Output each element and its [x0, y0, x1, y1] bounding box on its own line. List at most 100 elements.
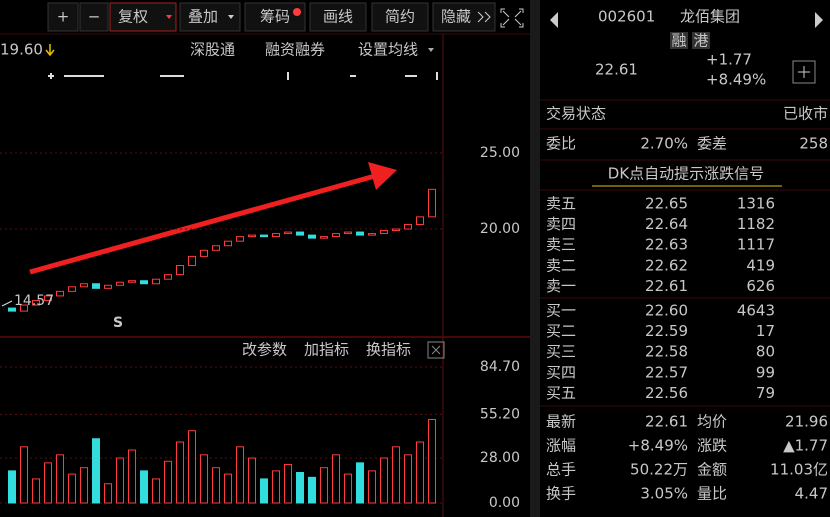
volume-bar — [272, 470, 280, 504]
dropdown-caret[interactable] — [428, 48, 434, 52]
stat-value: +8.49% — [628, 437, 688, 455]
trend-arrow — [29, 173, 376, 275]
toolbar-button[interactable] — [109, 2, 177, 32]
toolbar-button[interactable] — [432, 2, 496, 32]
candle — [92, 283, 100, 289]
candle — [20, 304, 28, 312]
volume-bar — [164, 460, 172, 504]
stat-label: 涨幅 — [546, 437, 576, 455]
volume-bar — [32, 478, 40, 504]
volume-bar — [212, 467, 220, 504]
book-volume: 419 — [746, 256, 775, 274]
book-price: 22.65 — [645, 195, 688, 213]
book-price: 22.60 — [645, 302, 688, 320]
book-price: 22.57 — [645, 363, 688, 381]
dropdown-caret[interactable] — [166, 15, 172, 19]
candle — [140, 280, 148, 285]
candle — [68, 286, 76, 292]
volume-bar — [200, 454, 208, 504]
chart-link[interactable]: 设置均线 — [358, 41, 418, 59]
toolbar-label[interactable]: 隐藏 — [441, 8, 471, 26]
low-label: 14.57 — [14, 293, 54, 309]
add-icon[interactable] — [798, 66, 810, 78]
book-volume: 1316 — [737, 195, 775, 213]
candle — [404, 223, 412, 230]
stat-value: 11.03亿 — [770, 461, 828, 479]
stock-name: 龙佰集团 — [680, 8, 740, 26]
volume-bar — [368, 470, 376, 504]
close-icon[interactable] — [431, 345, 441, 355]
candle — [248, 234, 256, 238]
toolbar-button[interactable] — [244, 2, 306, 32]
volume-bar — [332, 454, 340, 504]
stock-tag: 港 — [693, 32, 708, 50]
scroll-strip — [530, 0, 540, 517]
stat-label: 均价 — [697, 413, 727, 431]
stat-value: 21.96 — [785, 413, 828, 431]
toolbar-label[interactable]: 画线 — [323, 8, 353, 26]
indicator-tool[interactable]: 改参数 — [242, 341, 287, 359]
candle — [200, 249, 208, 257]
fullscreen-icon[interactable] — [500, 8, 524, 28]
stat-label: 金额 — [697, 461, 727, 479]
close-box[interactable] — [427, 341, 445, 359]
change-pct: +8.49% — [706, 71, 766, 89]
candle — [416, 216, 424, 225]
dropdown-caret[interactable] — [228, 15, 234, 19]
volume-bar — [80, 467, 88, 504]
stat-label: 涨跌 — [697, 437, 727, 455]
toolbar-label[interactable]: 筹码 — [260, 8, 290, 26]
book-volume: 4643 — [737, 302, 775, 320]
ratio-label: 委比 — [546, 135, 576, 153]
candle — [8, 307, 16, 312]
candle — [356, 231, 364, 236]
book-level: 买四 — [546, 363, 576, 381]
toolbar-button[interactable] — [309, 2, 367, 32]
last-price: 22.61 — [595, 61, 638, 79]
toolbar-button[interactable] — [371, 2, 429, 32]
diff-label: 委差 — [697, 135, 727, 153]
stat-value: 3.05% — [640, 485, 688, 503]
toolbar-label[interactable]: 简约 — [385, 8, 415, 26]
expand-icon[interactable] — [477, 11, 491, 23]
candle — [152, 278, 160, 285]
volume-bar — [344, 473, 352, 504]
low-pointer — [1, 300, 13, 307]
prev-arrow[interactable] — [550, 12, 558, 28]
panel-lines — [540, 99, 830, 407]
book-volume: 626 — [746, 277, 775, 295]
toolbar-label[interactable]: 复权 — [118, 8, 148, 26]
candle — [320, 236, 328, 239]
chart-link[interactable]: 深股通 — [190, 41, 235, 59]
book-price: 22.59 — [645, 322, 688, 340]
volume-bar — [416, 441, 424, 504]
stat-value: 4.47 — [795, 485, 828, 503]
book-volume: 1117 — [737, 236, 775, 254]
candle — [272, 233, 280, 238]
toolbar-label[interactable]: − — [88, 8, 101, 26]
volume-bar — [248, 457, 256, 504]
chart-link[interactable]: 融资融券 — [265, 41, 325, 59]
book-volume: 79 — [756, 384, 775, 402]
stat-label: 总手 — [546, 461, 576, 479]
next-arrow[interactable] — [815, 12, 823, 28]
book-level: 卖五 — [546, 195, 576, 213]
add-box[interactable] — [792, 60, 816, 84]
y-tick-label: 55.20 — [480, 406, 520, 422]
indicator-tool[interactable]: 加指标 — [304, 341, 349, 359]
candle — [344, 231, 352, 235]
y-tick-label: 28.00 — [480, 450, 520, 466]
toolbar-label[interactable]: 叠加 — [188, 8, 218, 26]
stat-label: 量比 — [697, 485, 727, 503]
book-level: 卖四 — [546, 215, 576, 233]
volume-bar — [176, 441, 184, 504]
indicator-tool[interactable]: 换指标 — [366, 341, 411, 359]
signal-link[interactable]: DK点自动提示涨跌信号 — [608, 165, 764, 183]
toolbar-button[interactable] — [79, 2, 109, 32]
trend-arrowhead — [368, 162, 397, 190]
toolbar-label[interactable]: + — [57, 8, 70, 26]
book-volume: 80 — [756, 343, 775, 361]
candle — [44, 295, 52, 301]
toolbar-button[interactable] — [47, 2, 79, 32]
